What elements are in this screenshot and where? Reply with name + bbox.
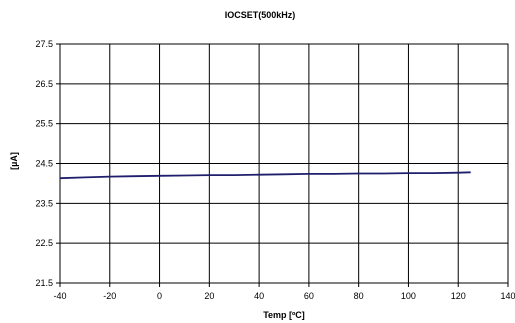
grid: [59, 43, 509, 284]
y-tick-label: 25.5: [35, 119, 53, 129]
x-tick-label: -20: [103, 291, 116, 301]
x-tick-label: 60: [304, 291, 314, 301]
y-tick-label: 26.5: [35, 79, 53, 89]
x-tick-label: 120: [451, 291, 466, 301]
series-line: [59, 171, 471, 180]
chart-title: IOCSET(500kHz): [225, 10, 296, 20]
x-tick-label: 20: [204, 291, 214, 301]
y-tick-label: 22.5: [35, 238, 53, 248]
x-tick-label: 80: [354, 291, 364, 301]
x-axis-ticks: -40 -20 0 20 40 60 80 100 120 140: [53, 283, 515, 301]
x-tick-label: 0: [157, 291, 162, 301]
y-tick-label: 27.5: [35, 39, 53, 49]
y-tick-label: 21.5: [35, 278, 53, 288]
x-tick-label: 100: [401, 291, 416, 301]
series-layer: [59, 171, 471, 180]
y-tick-label: 24.5: [35, 159, 53, 169]
y-axis-ticks: 21.5 22.5 23.5 24.5 25.5 26.5 27.5: [35, 39, 60, 288]
x-tick-label: -40: [53, 291, 66, 301]
x-tick-label: 40: [254, 291, 264, 301]
y-tick-label: 23.5: [35, 198, 53, 208]
x-axis-title: Temp [ºC]: [263, 310, 305, 320]
x-tick-label: 140: [500, 291, 515, 301]
y-axis-title: [µA]: [9, 152, 19, 170]
